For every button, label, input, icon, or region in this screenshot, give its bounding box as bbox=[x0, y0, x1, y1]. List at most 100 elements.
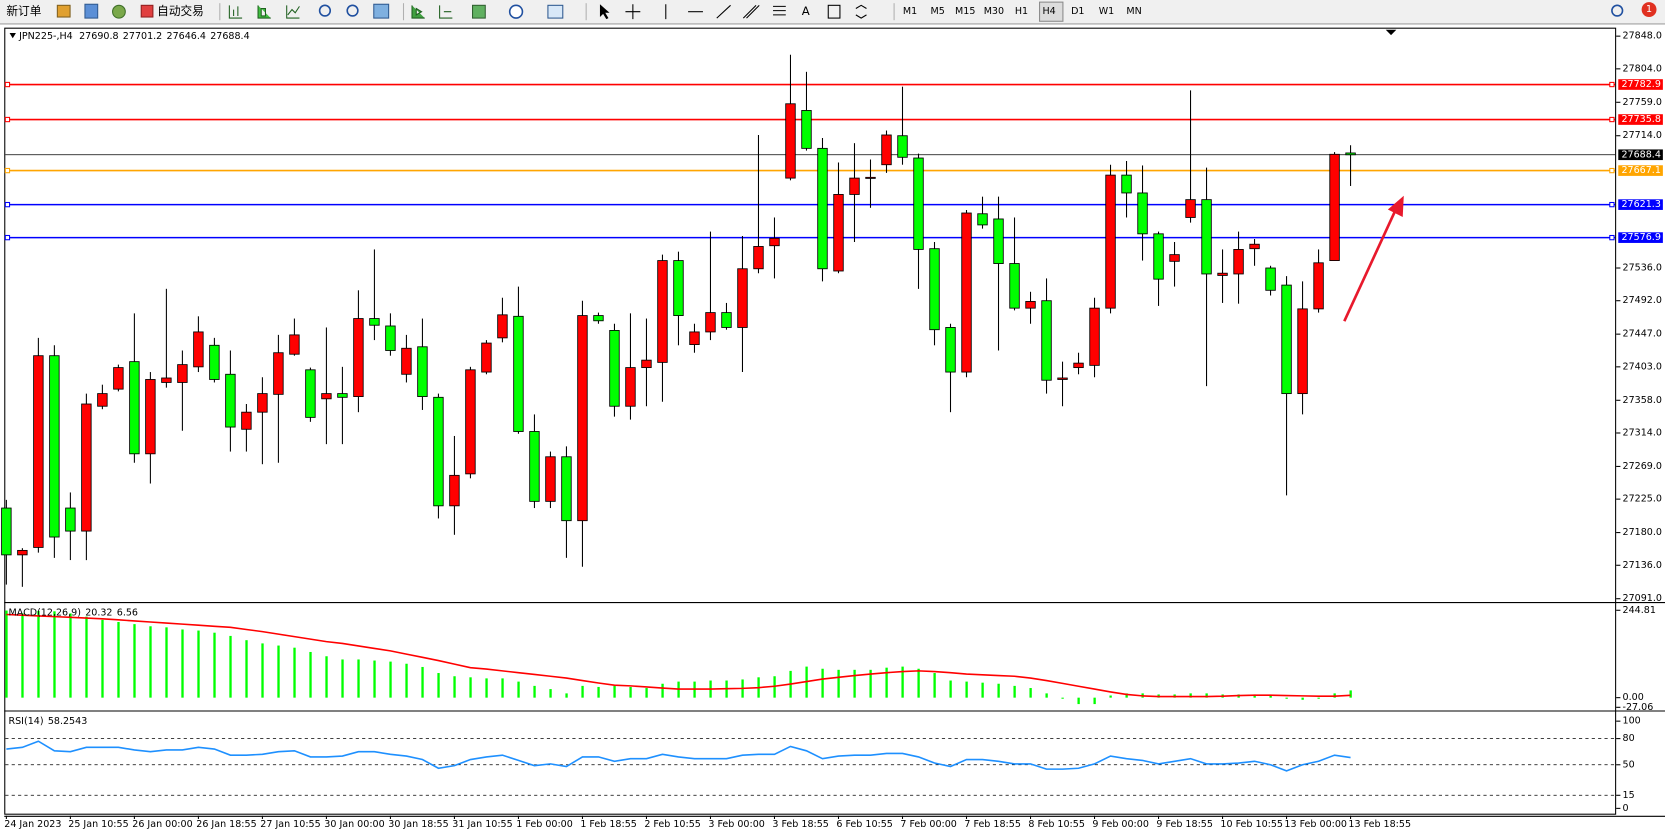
candle-body bbox=[17, 549, 28, 556]
autoscroll-icon[interactable] bbox=[411, 5, 425, 19]
macd-bar bbox=[357, 659, 360, 698]
macd-bar bbox=[85, 616, 88, 698]
new-order-button[interactable]: 新订单 bbox=[6, 4, 41, 18]
candle-body bbox=[577, 315, 588, 522]
arrow-head bbox=[1387, 195, 1404, 217]
candle-body bbox=[193, 331, 204, 368]
template-icon[interactable] bbox=[547, 4, 564, 19]
x-tick-label: 6 Feb 10:55 bbox=[836, 819, 893, 830]
y-tick-label: 27714.0 bbox=[1623, 130, 1662, 141]
macd-bar bbox=[613, 685, 616, 698]
tile-icon[interactable] bbox=[373, 3, 390, 19]
macd-bar bbox=[1029, 688, 1032, 698]
symbol-menu bbox=[9, 32, 16, 39]
bar-chart-icon[interactable] bbox=[228, 5, 243, 19]
auto-trading-button[interactable]: 自动交易 bbox=[157, 4, 204, 18]
timeframe-button[interactable]: D1 bbox=[1071, 6, 1084, 17]
timeframe-button[interactable]: M1 bbox=[903, 6, 917, 17]
candle-body bbox=[1105, 174, 1116, 309]
timeframe-button[interactable]: W1 bbox=[1099, 6, 1115, 17]
x-tick-label: 13 Feb 00:00 bbox=[1284, 819, 1347, 830]
candle-body bbox=[769, 237, 780, 247]
period-icon[interactable] bbox=[508, 4, 524, 19]
macd-bar bbox=[101, 619, 104, 698]
level-handle bbox=[4, 234, 11, 241]
channel-tool[interactable] bbox=[742, 4, 760, 19]
icon[interactable] bbox=[84, 3, 99, 19]
macd-bar bbox=[597, 686, 600, 698]
indicators-icon[interactable] bbox=[471, 4, 486, 19]
x-tick-label: 8 Feb 10:55 bbox=[1028, 819, 1085, 830]
candle-body bbox=[145, 379, 156, 455]
line-chart-icon[interactable] bbox=[286, 5, 300, 19]
timeframe-button[interactable]: H1 bbox=[1015, 6, 1028, 17]
candle-body bbox=[433, 396, 444, 507]
x-tick-label: 26 Jan 18:55 bbox=[196, 819, 256, 830]
notification-badge[interactable] bbox=[1641, 2, 1657, 18]
crosshair-tool[interactable] bbox=[625, 4, 641, 20]
macd-bar bbox=[661, 683, 664, 698]
candle-body bbox=[449, 474, 460, 507]
icon[interactable] bbox=[140, 4, 154, 18]
fibo-tool[interactable] bbox=[773, 5, 786, 16]
candle-body bbox=[1169, 254, 1180, 262]
level-label-bg bbox=[1618, 165, 1663, 176]
annotation-arrow bbox=[1343, 210, 1397, 322]
macd-bar bbox=[565, 693, 568, 698]
candle-body bbox=[257, 393, 268, 413]
level-label-bg bbox=[1618, 199, 1663, 210]
macd-bar bbox=[325, 656, 328, 698]
x-tick-label: 10 Feb 10:55 bbox=[1220, 819, 1283, 830]
macd-bar bbox=[997, 683, 1000, 698]
macd-bar bbox=[853, 669, 856, 698]
macd-bar bbox=[885, 667, 888, 698]
icon[interactable] bbox=[112, 4, 126, 19]
candle-body bbox=[97, 393, 108, 407]
label-tool[interactable] bbox=[827, 4, 841, 19]
search-icon[interactable] bbox=[1611, 4, 1624, 17]
macd-bar bbox=[1189, 693, 1192, 698]
candle-body bbox=[513, 315, 524, 432]
arrows-tool[interactable] bbox=[855, 4, 867, 19]
macd-bar bbox=[373, 660, 376, 698]
text-tool[interactable]: A bbox=[802, 4, 810, 18]
timeframe-button[interactable]: M15 bbox=[955, 6, 975, 17]
macd-bar bbox=[485, 678, 488, 698]
level-handle bbox=[1609, 116, 1615, 123]
zoom-out[interactable] bbox=[346, 4, 359, 17]
candle-body bbox=[1057, 377, 1068, 380]
x-tick-label: 1 Feb 18:55 bbox=[580, 819, 637, 830]
candle-body bbox=[289, 334, 300, 355]
trendline-tool[interactable] bbox=[716, 4, 731, 19]
y-tick-label: 27447.0 bbox=[1623, 329, 1662, 340]
candle-body bbox=[1233, 249, 1244, 275]
icon[interactable] bbox=[56, 4, 71, 18]
macd-bar bbox=[5, 610, 8, 698]
candle-body bbox=[785, 103, 796, 179]
timeframe-button[interactable]: M5 bbox=[930, 6, 944, 17]
macd-bar bbox=[117, 621, 120, 698]
timeframe-button[interactable]: H4 bbox=[1042, 6, 1055, 17]
macd-bar bbox=[1125, 693, 1128, 698]
x-tick-label: 3 Feb 18:55 bbox=[772, 819, 829, 830]
timeframe-button[interactable]: M30 bbox=[984, 6, 1004, 17]
candle-body bbox=[1201, 199, 1212, 275]
candle-body bbox=[753, 246, 764, 270]
candle-body bbox=[65, 507, 76, 532]
macd-bar bbox=[133, 624, 136, 698]
x-tick-label: 2 Feb 10:55 bbox=[644, 819, 701, 830]
cursor-tool[interactable] bbox=[599, 4, 610, 20]
zoom-in[interactable] bbox=[318, 4, 332, 17]
x-tick-label: 9 Feb 18:55 bbox=[1156, 819, 1213, 830]
shift-icon[interactable] bbox=[439, 5, 453, 19]
macd-bar bbox=[181, 629, 184, 698]
timeframe-button[interactable]: MN bbox=[1126, 6, 1141, 17]
candle-body bbox=[705, 312, 716, 333]
candle-body bbox=[529, 431, 540, 502]
chart-shift-marker bbox=[1385, 29, 1397, 36]
candle-body bbox=[961, 212, 972, 373]
candle-body bbox=[481, 342, 492, 373]
candle-body bbox=[689, 331, 700, 345]
y-tick-label: 27136.0 bbox=[1623, 560, 1662, 571]
